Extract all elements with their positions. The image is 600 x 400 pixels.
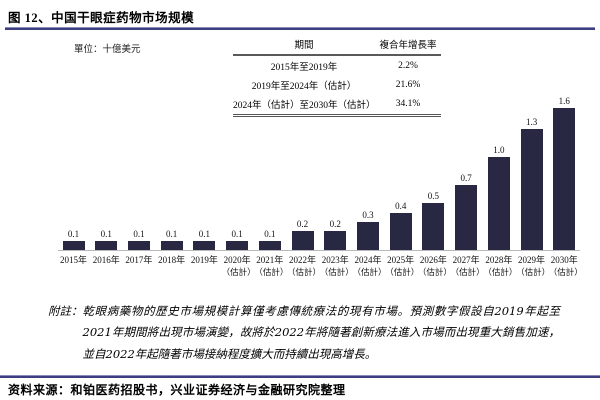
cagr-period-cell: 2024年（估計）至2030年（估計）	[233, 94, 376, 117]
cagr-table-row: 2024年（估計）至2030年（估計） 34.1%	[233, 94, 441, 117]
bar	[553, 108, 576, 250]
bar-value-label: 0.2	[296, 219, 309, 229]
unit-label: 單位：十億美元	[74, 45, 141, 55]
cagr-table-header-row: 期間 複合年增長率	[233, 36, 441, 56]
x-axis-label: 2027年 （估計）	[450, 255, 485, 277]
x-axis-label: 2016年	[92, 255, 120, 265]
bar	[356, 222, 379, 250]
x-axis-label: 2022年 （估計）	[287, 255, 322, 277]
source-divider-rule	[0, 375, 600, 378]
bar-slot: 0.2	[320, 96, 351, 250]
bar-slot: 0.1	[156, 96, 187, 250]
bar	[487, 157, 510, 250]
x-axis-label: 2020年 （估計）	[221, 255, 256, 277]
bar-value-label: 0.1	[198, 229, 210, 239]
bar	[455, 185, 478, 250]
bar	[62, 241, 85, 250]
bar	[226, 241, 249, 250]
cagr-value-cell: 21.6%	[395, 79, 421, 90]
bar-slot: 0.4	[385, 96, 416, 250]
bar-value-label: 0.3	[362, 210, 374, 220]
bar-value-label: 0.1	[133, 229, 145, 239]
x-axis-label: 2024年 （估計）	[352, 255, 387, 277]
bar-slot: 0.2	[287, 96, 318, 250]
bar-value-label: 0.1	[231, 229, 243, 239]
x-axis-label: 2015年	[59, 255, 87, 265]
cagr-table-header-cagr: 複合年增長率	[375, 36, 441, 56]
bar	[193, 241, 216, 250]
bar-value-label: 1.6	[558, 96, 570, 106]
figure-title: 图 12、中国干眼症药物市场规模	[8, 11, 195, 25]
x-axis-label: 2029年 （估計）	[516, 255, 551, 277]
bar	[160, 241, 183, 250]
title-divider-rule	[5, 27, 595, 30]
cagr-period-cell: 2015年至2019年	[270, 62, 338, 73]
x-axis-label: 2021年 （估計）	[254, 255, 289, 277]
bar-slot: 1.3	[516, 96, 547, 250]
x-axis-label: 2019年	[190, 255, 218, 265]
cagr-value-cell: 34.1%	[375, 94, 441, 117]
x-axis-label: 2026年 （估計）	[417, 255, 452, 277]
bar-value-label: 0.1	[67, 229, 80, 239]
footnote: 附註： 乾眼病藥物的歷史市場規模計算僅考慮傳統療法的現有市場。預測數字假設自20…	[48, 301, 560, 365]
bar	[422, 203, 445, 250]
cagr-table-header-period: 期間	[233, 36, 375, 56]
bar	[258, 241, 281, 250]
bar-slot: 0.5	[418, 96, 449, 250]
bar-chart-x-axis-labels: 2015年 2016年 2017年 2018年 2019年 2020年 （估計） 2021年（…	[58, 251, 583, 278]
bar-value-label: 0.1	[100, 229, 112, 239]
footnote-label: 附註：	[48, 304, 83, 318]
bar-value-label: 0.4	[395, 201, 407, 211]
x-axis-label: 2028年 （估計）	[483, 255, 518, 277]
x-axis-label: 2030年 （估計）	[548, 255, 583, 277]
bar-chart: 0.1 0.1 0.1 0.1 0.1 0.1 0.1 0.2 0.2 0.3 0.4 0.5 0.7 1…	[58, 96, 583, 278]
bar-slot: 0.1	[58, 96, 89, 250]
bar-value-label: 0.7	[460, 173, 472, 183]
bar	[291, 231, 314, 250]
bar-chart-plot-area: 0.1 0.1 0.1 0.1 0.1 0.1 0.1 0.2 0.2 0.3 0.4 0.5 0.7 1…	[58, 96, 580, 251]
cagr-table-row: 2015年至2019年 2.2%	[233, 55, 441, 75]
bar	[127, 241, 150, 250]
x-axis-label: 2018年	[158, 255, 186, 265]
bar	[520, 129, 543, 250]
x-axis-label: 2025年 （估計）	[385, 255, 420, 277]
bar-value-label: 0.2	[329, 219, 341, 229]
bar-slot: 1.6	[549, 96, 580, 250]
x-axis-label: 2023年 （估計）	[319, 255, 354, 277]
bar-slot: 0.3	[352, 96, 383, 250]
bar-value-label: 1.3	[525, 117, 538, 127]
bar-slot: 0.1	[189, 96, 220, 250]
bar-value-label: 1.0	[493, 145, 505, 155]
bar-slot: 0.1	[254, 96, 285, 250]
bar-value-label: 0.1	[264, 229, 276, 239]
cagr-table-row: 2019年至2024年（估計） 21.6%	[233, 75, 441, 94]
cagr-table: 期間 複合年增長率 2015年至2019年 2.2% 2019年至2024年（估計）…	[233, 36, 441, 117]
x-axis-label: 2017年	[125, 255, 153, 265]
bar-value-label: 0.1	[166, 229, 178, 239]
cagr-period-cell: 2019年至2024年（估計）	[251, 81, 357, 92]
bar-slot: 0.1	[123, 96, 154, 250]
bar-slot: 1.0	[483, 96, 514, 250]
bar	[324, 231, 347, 250]
bar	[389, 213, 412, 250]
cagr-value-cell: 2.2%	[398, 60, 418, 71]
footnote-text: 乾眼病藥物的歷史市場規模計算僅考慮傳統療法的現有市場。預測數字假設自2019年起…	[82, 304, 561, 361]
source-line: 资料来源：和铂医药招股书，兴业证券经济与金融研究院整理	[8, 383, 346, 397]
bar-value-label: 0.5	[427, 191, 440, 201]
bar	[95, 241, 118, 250]
bar-slot: 0.1	[91, 96, 122, 250]
bar-slot: 0.1	[222, 96, 253, 250]
bar-slot: 0.7	[451, 96, 482, 250]
